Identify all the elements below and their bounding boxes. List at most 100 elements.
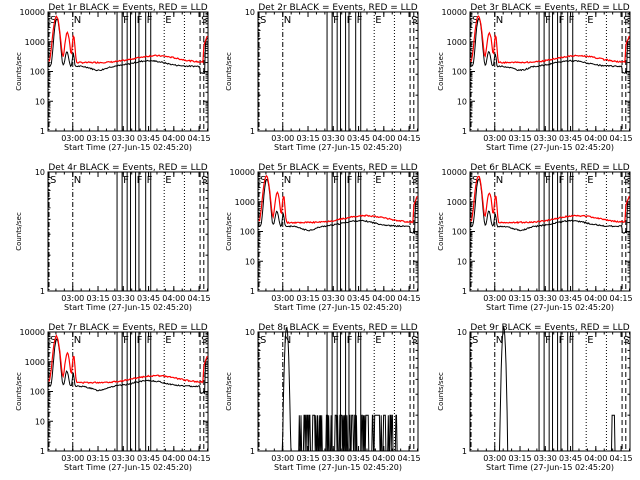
y-tick-label: 1 xyxy=(40,287,45,296)
marker-label: N xyxy=(496,175,503,186)
x-tick-label: 03:30 xyxy=(112,454,135,463)
x-tick-label: 04:00 xyxy=(372,294,395,303)
x-tick-label: 03:30 xyxy=(534,294,557,303)
x-axis-label: Start Time (27-Jun-15 02:45:20) xyxy=(64,143,192,152)
x-tick-label: 04:00 xyxy=(162,134,185,143)
y-axis-label: Counts/sec xyxy=(437,52,445,91)
series-events-line xyxy=(258,178,418,235)
plot-frame xyxy=(47,171,209,292)
panel-det9r: Det 9r BLACK = Events, RED = LLD 1 10 Count… xyxy=(437,323,633,472)
x-tick-label: 04:15 xyxy=(398,294,421,303)
x-tick-label: 04:15 xyxy=(398,454,421,463)
x-tick-label: 04:00 xyxy=(584,454,607,463)
panel-det2r: Det 2r BLACK = Events, RED = LLD 1 10 Count… xyxy=(225,3,421,152)
x-tick-label: 03:00 xyxy=(271,454,294,463)
x-tick-label: 04:00 xyxy=(584,294,607,303)
y-tick-label: 10 xyxy=(245,257,255,266)
y-tick-label: 1 xyxy=(250,287,255,296)
marker-label: E xyxy=(587,335,593,346)
marker-label: N xyxy=(74,335,81,346)
plot-frame xyxy=(469,11,631,132)
marker-label: F xyxy=(545,175,551,186)
marker-label: F xyxy=(137,175,143,186)
marker-label: E xyxy=(587,175,593,186)
y-tick-label: 10 xyxy=(457,257,467,266)
marker-label: E xyxy=(165,335,171,346)
y-axis-label: Counts/sec xyxy=(225,52,233,91)
y-axis-label: Counts/sec xyxy=(437,212,445,251)
marker-label: E xyxy=(165,175,171,186)
x-tick-label: 03:30 xyxy=(322,134,345,143)
x-tick-label: 03:45 xyxy=(559,454,582,463)
y-tick-label: 100 xyxy=(30,68,45,77)
marker-label: N xyxy=(284,335,291,346)
series-events-line xyxy=(48,338,208,395)
marker-label: F xyxy=(545,335,551,346)
x-axis-label: Start Time (27-Jun-15 02:45:20) xyxy=(486,303,614,312)
y-axis-label: Counts/sec xyxy=(225,212,233,251)
plot-frame xyxy=(469,171,631,292)
y-tick-label: 100 xyxy=(452,228,467,237)
panel-det6r: Det 6r BLACK = Events, RED = LLD 1 10 100 10… xyxy=(437,163,633,312)
marker-label: E xyxy=(165,15,171,26)
y-tick-label: 100 xyxy=(30,388,45,397)
x-tick-label: 03:30 xyxy=(322,454,345,463)
x-tick-label: 04:15 xyxy=(610,454,633,463)
y-tick-label: 1 xyxy=(462,127,467,136)
panel-title: Det 3r BLACK = Events, RED = LLD xyxy=(470,3,629,13)
x-tick-label: 03:15 xyxy=(86,294,109,303)
marker-label: F xyxy=(123,175,129,186)
plot-frame xyxy=(257,11,419,132)
marker-label: N xyxy=(74,175,81,186)
x-tick-label: 04:00 xyxy=(162,294,185,303)
panel-det5r: Det 5r BLACK = Events, RED = LLD 1 10 100 10… xyxy=(225,163,421,312)
panel-det1r: Det 1r BLACK = Events, RED = LLD 1 10 100 10… xyxy=(15,3,211,152)
marker-label: N xyxy=(496,335,503,346)
x-tick-label: 03:15 xyxy=(508,134,531,143)
marker-label: F xyxy=(333,15,339,26)
marker-label: F xyxy=(347,175,353,186)
y-tick-label: 10000 xyxy=(20,8,45,17)
y-tick-label: 100 xyxy=(240,228,255,237)
y-axis-label: Counts/sec xyxy=(225,372,233,411)
x-tick-label: 03:15 xyxy=(296,134,319,143)
panel-det3r: Det 3r BLACK = Events, RED = LLD 1 10 100 10… xyxy=(437,3,633,152)
x-tick-label: 03:00 xyxy=(483,294,506,303)
panel-det4r: Det 4r BLACK = Events, RED = LLD 1 10 Count… xyxy=(15,163,211,312)
x-tick-label: 04:00 xyxy=(372,454,395,463)
marker-label: S xyxy=(50,175,56,186)
marker-label: N xyxy=(284,15,291,26)
marker-label: F xyxy=(147,15,153,26)
series-events-line xyxy=(281,326,410,452)
marker-label: F xyxy=(347,15,353,26)
x-tick-label: 03:30 xyxy=(322,294,345,303)
y-tick-label: 10000 xyxy=(230,168,255,177)
marker-label: F xyxy=(545,15,551,26)
y-tick-label: 10 xyxy=(457,97,467,106)
series-lld-line xyxy=(258,174,418,225)
x-tick-label: 03:00 xyxy=(483,134,506,143)
marker-label: E xyxy=(375,335,381,346)
x-tick-label: 03:15 xyxy=(296,294,319,303)
panel-det7r: Det 7r BLACK = Events, RED = LLD 1 10 100 10… xyxy=(15,323,211,472)
y-axis-label: Counts/sec xyxy=(15,212,23,251)
marker-label: S xyxy=(260,335,266,346)
marker-label: F xyxy=(559,175,565,186)
marker-label: F xyxy=(147,335,153,346)
y-tick-label: 1 xyxy=(40,127,45,136)
marker-label: E xyxy=(587,15,593,26)
x-tick-label: 04:15 xyxy=(610,294,633,303)
x-tick-label: 03:45 xyxy=(559,134,582,143)
series-events-line xyxy=(470,17,630,75)
y-tick-label: 10000 xyxy=(20,328,45,337)
x-axis-label: Start Time (27-Jun-15 02:45:20) xyxy=(486,463,614,472)
marker-label: F xyxy=(559,15,565,26)
x-tick-label: 03:00 xyxy=(61,294,84,303)
x-axis-label: Start Time (27-Jun-15 02:45:20) xyxy=(486,143,614,152)
series-lld-line xyxy=(48,334,208,384)
marker-label: F xyxy=(569,335,575,346)
x-tick-label: 03:00 xyxy=(61,134,84,143)
marker-label: S xyxy=(472,175,478,186)
x-axis-label: Start Time (27-Jun-15 02:45:20) xyxy=(64,463,192,472)
